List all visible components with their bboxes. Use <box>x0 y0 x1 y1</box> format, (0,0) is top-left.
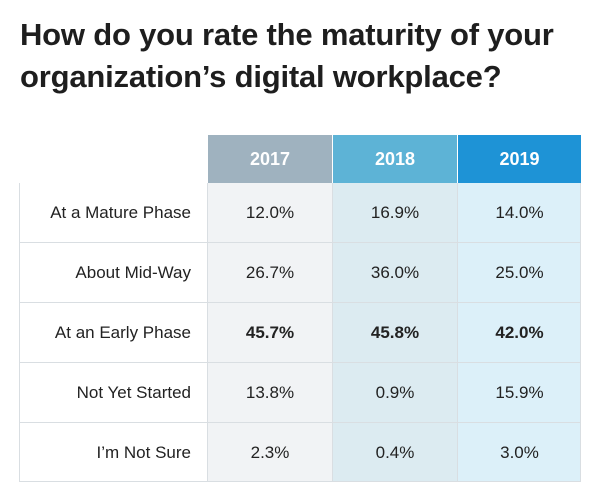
column-background-2019 <box>458 183 581 482</box>
value-cell: 14.0% <box>495 202 544 222</box>
column-divider <box>457 183 458 482</box>
column-background-2017 <box>208 183 332 482</box>
label-column-background <box>19 183 207 482</box>
column-background-2018 <box>333 183 457 482</box>
value-cell: 2.3% <box>250 442 290 462</box>
value-cell: 15.9% <box>495 382 544 402</box>
maturity-table: 2017 2018 2019 At a Mature Phase 12.0% 1… <box>19 135 581 482</box>
row-divider <box>19 362 581 363</box>
value-cell: 3.0% <box>500 442 539 462</box>
value-cell: 13.8% <box>245 382 295 402</box>
value-cell: 0.4% <box>375 442 415 462</box>
header-empty-cell <box>19 135 207 183</box>
row-label: Not Yet Started <box>76 382 191 402</box>
value-cell: 45.7% <box>245 322 295 342</box>
table-row: At an Early Phase 45.7% 45.8% 42.0% <box>19 303 581 362</box>
row-label: I’m Not Sure <box>96 442 191 462</box>
row-label: About Mid-Way <box>75 262 191 282</box>
chart-title: How do you rate the maturity of your org… <box>20 17 554 94</box>
column-divider <box>332 183 333 482</box>
table-body: At a Mature Phase 12.0% 16.9% 14.0% Abou… <box>19 183 581 482</box>
value-cell: 12.0% <box>245 202 295 222</box>
row-label: At a Mature Phase <box>50 202 191 222</box>
value-cell: 36.0% <box>370 262 420 282</box>
value-cell: 0.9% <box>375 382 415 402</box>
value-cell: 26.7% <box>245 262 295 282</box>
table-row: At a Mature Phase 12.0% 16.9% 14.0% <box>19 183 581 242</box>
column-header-2017: 2017 <box>208 135 332 183</box>
value-cell: 42.0% <box>495 322 544 342</box>
row-divider <box>19 422 581 423</box>
value-cell: 16.9% <box>370 202 420 222</box>
table-header-row: 2017 2018 2019 <box>19 135 581 183</box>
table-row: About Mid-Way 26.7% 36.0% 25.0% <box>19 243 581 302</box>
row-divider <box>19 302 581 303</box>
table-bottom-border <box>19 481 581 482</box>
table-row: Not Yet Started 13.8% 0.9% 15.9% <box>19 363 581 422</box>
value-cell: 45.8% <box>370 322 420 342</box>
table-left-border <box>19 183 20 482</box>
table-right-border <box>580 183 581 482</box>
row-label: At an Early Phase <box>54 322 191 342</box>
column-header-2019: 2019 <box>458 135 581 183</box>
table-row: I’m Not Sure 2.3% 0.4% 3.0% <box>19 423 581 482</box>
column-divider <box>207 183 208 482</box>
row-divider <box>19 242 581 243</box>
column-header-2018: 2018 <box>333 135 457 183</box>
value-cell: 25.0% <box>495 262 544 282</box>
